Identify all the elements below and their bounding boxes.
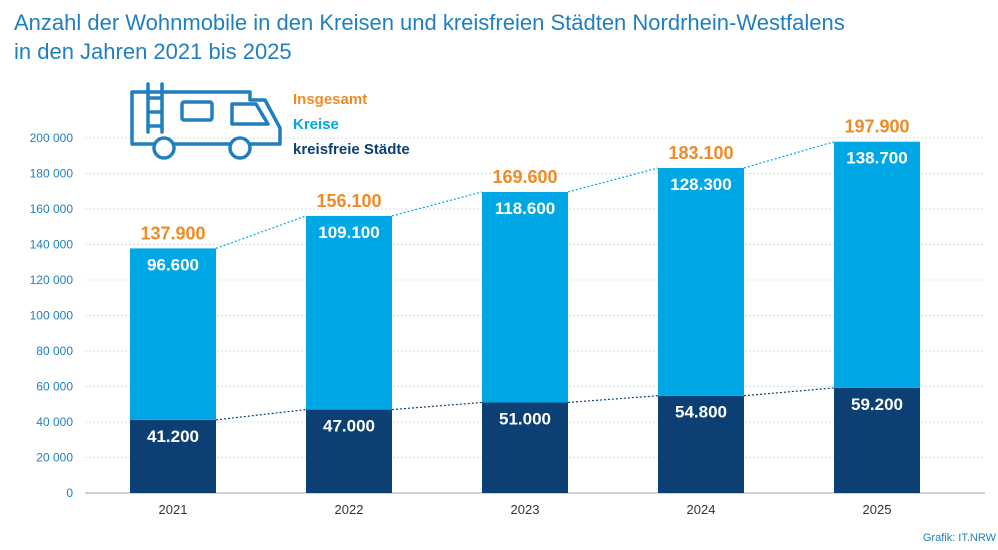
connector-line-total [743,141,835,169]
value-label-kreisfreie-staedte: 47.000 [323,417,375,436]
value-label-kreise: 109.100 [318,223,379,242]
value-label-insgesamt: 156.100 [316,191,381,211]
connector-line-kreisfreie [391,401,483,411]
connector-line-total [567,167,659,193]
y-tick-label: 0 [66,486,73,500]
value-label-kreisfreie-staedte: 41.200 [147,427,199,446]
trend-lines [215,141,835,421]
legend-kreise: Kreise [293,116,339,133]
y-axis-tick-labels: 0 20 000 40 000 60 000 80 000 100 000 120 000 1… [30,131,74,500]
chart-title-line2: in den Jahren 2021 bis 2025 [14,39,292,64]
connector-line-kreisfreie [567,395,659,404]
bar-kreisfreie-staedte [130,419,216,493]
connector-line-total [215,215,307,249]
bar-kreise [130,248,216,420]
legend-insgesamt: Insgesamt [293,91,367,108]
y-tick-label: 160 000 [30,202,74,216]
chart-title: Anzahl der Wohnmobile in den Kreisen und… [14,8,989,66]
bar-kreisfreie-staedte [834,387,920,493]
value-label-kreisfreie-staedte: 54.800 [675,403,727,422]
bar-kreise [306,215,392,410]
camper-van-icon [130,82,282,160]
y-tick-label: 200 000 [30,131,74,145]
y-tick-label: 180 000 [30,167,74,181]
value-label-kreisfreie-staedte: 51.000 [499,409,551,428]
value-label-kreisfreie-staedte: 59.200 [851,395,903,414]
legend-kreisfreie-staedte: kreisfreie Städte [293,141,410,158]
value-label-kreise: 128.300 [670,175,731,194]
value-label-insgesamt: 137.900 [140,223,205,243]
y-tick-label: 140 000 [30,238,74,252]
y-tick-label: 100 000 [30,309,74,323]
bar-kreise [658,167,744,396]
y-tick-label: 40 000 [36,415,73,429]
connector-line-total [391,191,483,217]
value-label-insgesamt: 169.600 [492,167,557,187]
bar-kreisfreie-staedte [306,409,392,493]
x-tick-label: 2021 [159,502,188,517]
x-axis-tick-labels: 2021 2022 2023 2024 2025 [159,502,892,517]
y-tick-label: 20 000 [36,451,73,465]
bars [130,141,920,493]
y-tick-label: 60 000 [36,380,73,394]
bar-kreisfreie-staedte [482,402,568,493]
bar-value-labels: 41.200 96.600 137.900 47.000 109.100 156.100 5… [140,117,909,446]
x-tick-label: 2024 [687,502,716,517]
y-tick-label: 80 000 [36,344,73,358]
value-label-kreise: 118.600 [495,199,556,218]
connector-line-kreisfreie [215,408,307,421]
bar-kreise [834,141,920,388]
x-tick-label: 2022 [335,502,364,517]
value-label-kreise: 96.600 [147,255,199,274]
value-label-kreise: 138.700 [846,149,907,168]
bar-kreisfreie-staedte [658,395,744,493]
y-tick-label: 120 000 [30,273,74,287]
legend: Insgesamt Kreise kreisfreie Städte [293,91,410,158]
value-label-insgesamt: 183.100 [668,143,733,163]
source-credit: Grafik: IT.NRW [922,532,996,544]
x-tick-label: 2025 [863,502,892,517]
connector-line-kreisfreie [743,387,835,397]
x-tick-label: 2023 [511,502,540,517]
bar-kreise [482,191,568,403]
chart-title-line1: Anzahl der Wohnmobile in den Kreisen und… [14,10,845,35]
value-label-insgesamt: 197.900 [844,117,909,137]
